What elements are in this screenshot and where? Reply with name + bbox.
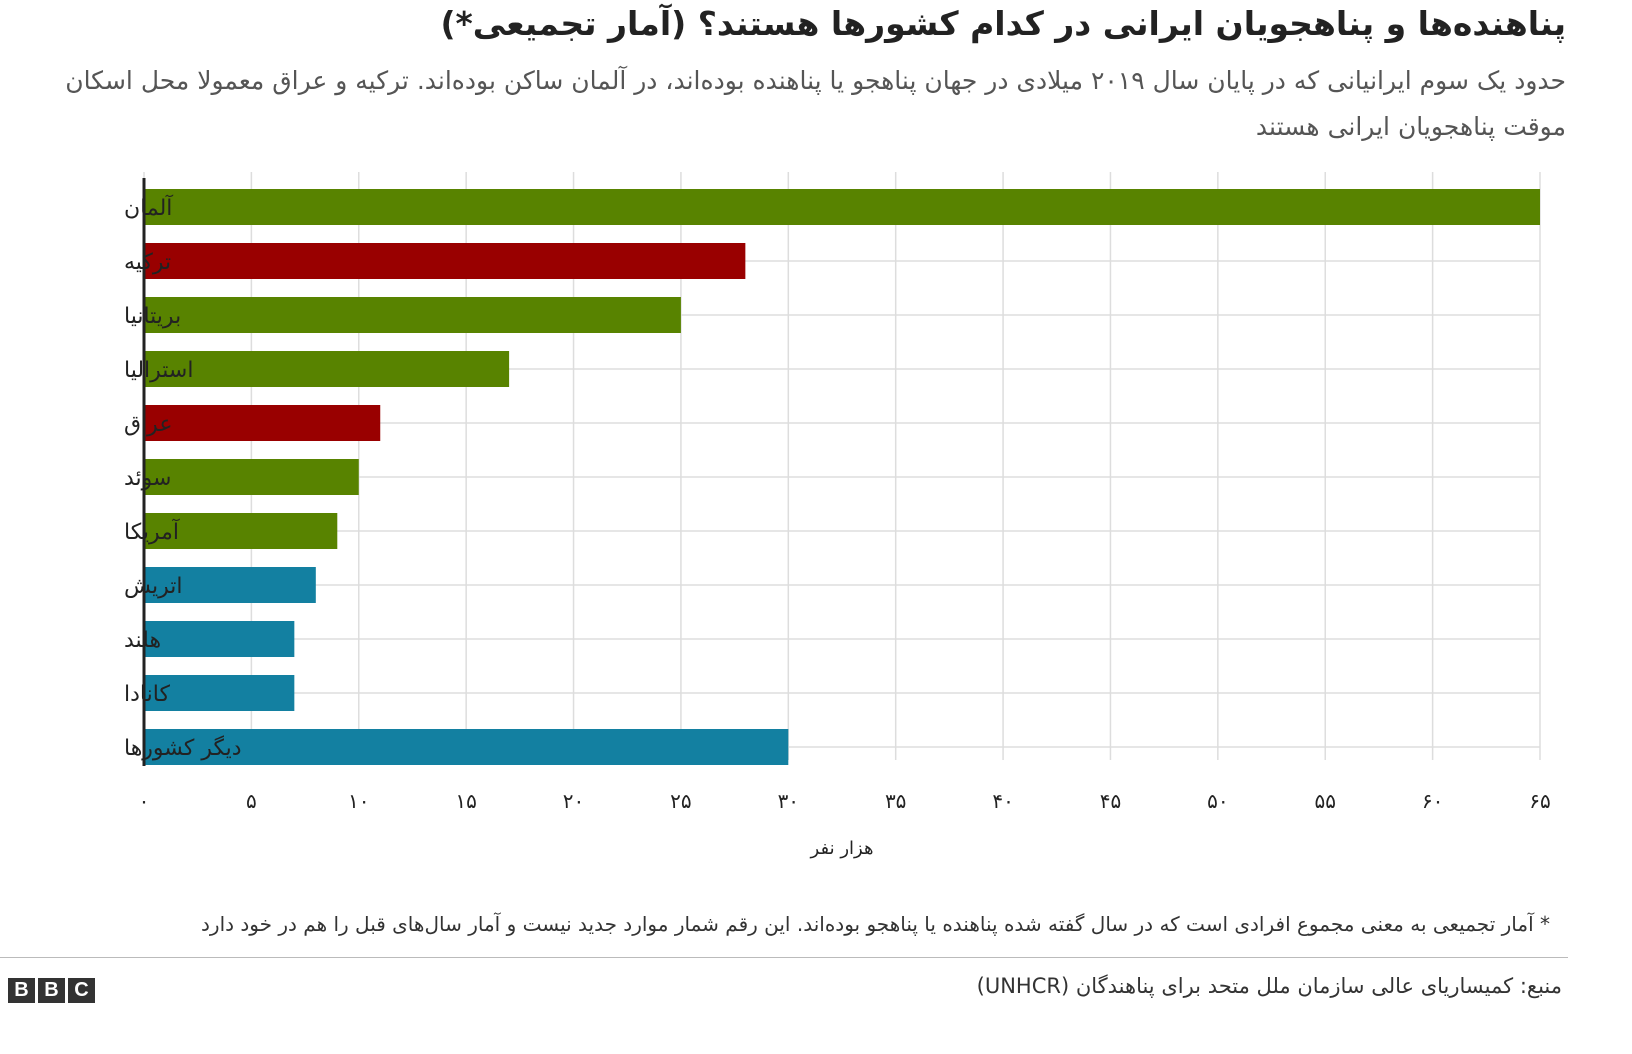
bar-chart: آلمان ترکیه بریتانیا استرالیا عراق سوئد آمریکا… xyxy=(124,172,1551,859)
logo-letter: C xyxy=(68,978,95,1003)
source-text: منبع: کمیساریای عالی سازمان ملل متحد برا… xyxy=(976,974,1562,998)
chart-title: پناهنده‌ها و پناهجویان ایرانی در کدام کش… xyxy=(440,4,1566,43)
bar xyxy=(144,513,338,549)
bbc-logo: B B C xyxy=(8,978,95,1003)
x-tick-label: ۳۵ xyxy=(885,789,906,813)
category-label: عراق xyxy=(124,412,172,437)
bar xyxy=(144,459,359,495)
x-tick-label: ۲۰ xyxy=(563,789,584,813)
logo-letter: B xyxy=(38,978,65,1003)
category-label: اتریش xyxy=(124,574,183,599)
category-label: استرالیا xyxy=(124,358,193,383)
x-tick-label: ۵۰ xyxy=(1207,789,1228,813)
tick-labels: ۰ ۵ ۱۰ ۱۵ ۲۰ ۲۵ ۳۰ ۳۵ ۴۰ ۴۵ ۵۰ ۵۵ ۶۰ ۶۵ xyxy=(139,789,1551,813)
bar xyxy=(144,729,789,765)
bar xyxy=(144,675,295,711)
bar xyxy=(144,243,746,279)
category-label: سوئد xyxy=(124,466,171,491)
bar xyxy=(144,567,316,603)
x-tick-label: ۶۰ xyxy=(1422,789,1443,813)
bar xyxy=(144,351,510,387)
x-tick-label: ۰ xyxy=(139,789,150,813)
logo-letter: B xyxy=(8,978,35,1003)
category-label: آمریکا xyxy=(124,518,180,545)
x-tick-label: ۳۰ xyxy=(778,789,799,813)
bar xyxy=(144,621,295,657)
category-label: دیگر کشورها xyxy=(124,735,242,761)
x-tick-label: ۶۵ xyxy=(1529,789,1550,813)
bar xyxy=(144,405,381,441)
x-tick-label: ۱۰ xyxy=(348,789,369,813)
footnote: * آمار تجمیعی به معنی مجموع افرادی است ک… xyxy=(201,912,1550,936)
x-tick-label: ۵۵ xyxy=(1314,789,1335,813)
x-tick-label: ۲۵ xyxy=(670,789,691,813)
category-label: کانادا xyxy=(124,682,170,707)
x-tick-label: ۱۵ xyxy=(455,789,476,813)
category-label: بریتانیا xyxy=(124,304,181,329)
bar xyxy=(144,297,681,333)
x-axis-label: هزار نفر xyxy=(810,838,874,859)
x-tick-label: ۴۵ xyxy=(1100,789,1121,813)
category-label: آلمان xyxy=(124,194,173,221)
footer-divider xyxy=(0,957,1568,958)
bar xyxy=(144,189,1540,225)
x-tick-label: ۵ xyxy=(246,789,257,813)
category-label: ترکیه xyxy=(124,250,171,275)
bars xyxy=(144,189,1540,765)
chart-subtitle: حدود یک سوم ایرانیانی که در پایان سال ۲۰… xyxy=(65,66,1566,141)
x-tick-label: ۴۰ xyxy=(992,789,1013,813)
